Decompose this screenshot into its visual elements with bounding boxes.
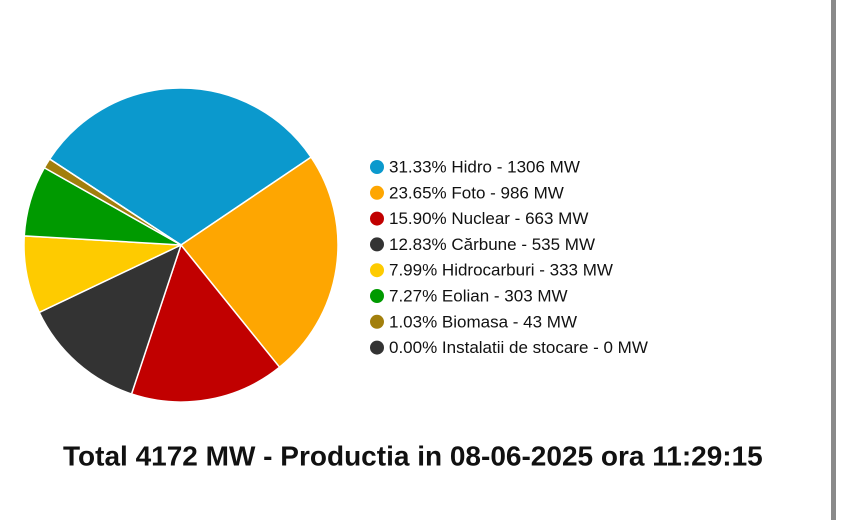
pie-slice [49, 158, 182, 246]
legend-label: 1.03% Biomasa - 43 MW [389, 312, 577, 331]
legend-marker [370, 340, 384, 355]
legend-marker [370, 160, 384, 174]
legend-label: 15.90% Nuclear - 663 MW [389, 209, 588, 228]
chart-title: Total 4172 MW - Productia in 08-06-2025 … [63, 440, 763, 471]
legend-marker [370, 289, 384, 303]
legend-marker [370, 263, 384, 278]
legend-marker [370, 211, 384, 226]
legend-label: 0.00% Instalatii de stocare - 0 MW [389, 338, 648, 357]
legend-marker [370, 185, 384, 200]
pie-slice [179, 156, 339, 369]
legend-label: 7.99% Hidrocarburi - 333 MW [389, 261, 613, 280]
legend-label: 23.65% Foto - 986 MW [389, 183, 564, 202]
scrollbar [831, 0, 836, 520]
legend-label: 31.33% Hidro - 1306 MW [389, 157, 580, 176]
legend-marker [370, 314, 384, 329]
pie-slice [48, 87, 313, 246]
legend-label: 7.27% Eolian - 303 MW [389, 286, 568, 305]
legend-marker [370, 237, 384, 252]
legend-label: 12.83% Cărbune - 535 MW [389, 235, 595, 254]
pie-slice [38, 243, 183, 395]
